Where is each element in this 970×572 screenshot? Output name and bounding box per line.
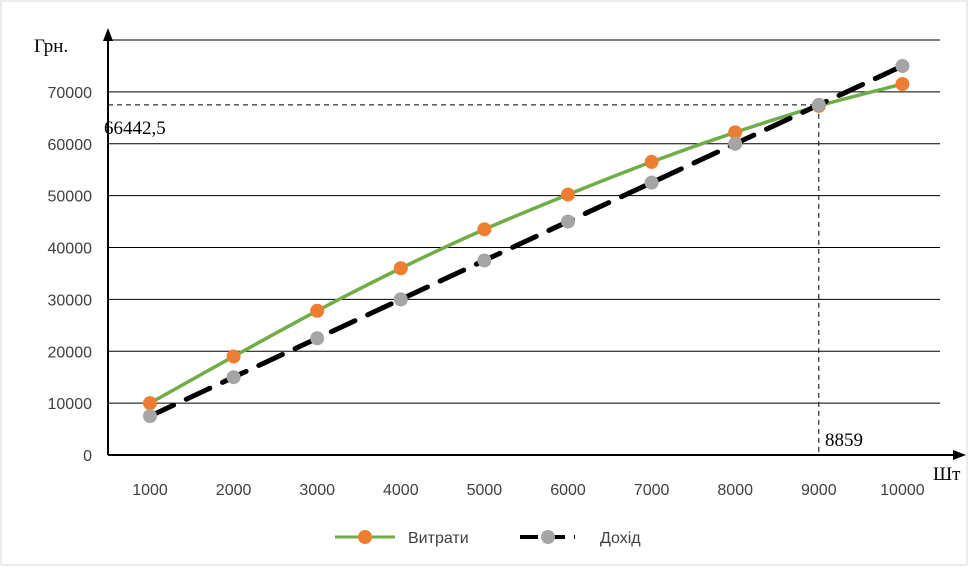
x-tick-label: 1000 bbox=[132, 482, 168, 499]
axes bbox=[103, 28, 966, 460]
x-tick-label: 7000 bbox=[634, 482, 670, 499]
x-tick-label: 4000 bbox=[383, 482, 419, 499]
legend-item-vytraty: Витрати bbox=[335, 530, 469, 547]
y-tick-label: 60000 bbox=[48, 137, 93, 154]
y-tick-label: 30000 bbox=[48, 292, 93, 309]
series-1-point bbox=[561, 214, 575, 229]
legend: Витрати Дохід bbox=[335, 530, 641, 547]
series-1-point bbox=[393, 292, 408, 307]
series-0-point bbox=[895, 77, 910, 92]
series-0-point bbox=[143, 396, 157, 411]
x-tick-label: 10000 bbox=[880, 482, 925, 499]
y-tick-label: 50000 bbox=[48, 189, 93, 206]
series-1-point bbox=[728, 136, 743, 151]
series-1-point bbox=[143, 409, 157, 424]
series-1-point bbox=[644, 175, 659, 190]
series-0-point bbox=[226, 349, 241, 364]
y-axis-arrow bbox=[103, 28, 113, 41]
x-axis-title: Шт bbox=[933, 464, 961, 485]
legend-item-dokhid: Дохід bbox=[520, 530, 641, 547]
y-tick-label: 40000 bbox=[48, 241, 93, 258]
legend-swatch-marker bbox=[358, 530, 372, 544]
x-tick-label: 9000 bbox=[801, 482, 837, 499]
series-1-point bbox=[477, 253, 492, 268]
legend-label: Витрати bbox=[408, 530, 469, 547]
x-value-annotation: 8859 bbox=[825, 430, 863, 451]
x-tick-label: 6000 bbox=[550, 482, 586, 499]
series-0-point bbox=[393, 261, 408, 276]
y-tick-label: 20000 bbox=[48, 344, 93, 361]
x-tick-label: 5000 bbox=[467, 482, 503, 499]
x-tick-label: 8000 bbox=[717, 482, 753, 499]
y-value-annotation: 66442,5 bbox=[104, 118, 166, 139]
y-tick-label: 70000 bbox=[48, 85, 93, 102]
y-tick-label: 10000 bbox=[48, 396, 93, 413]
legend-label: Дохід bbox=[600, 530, 641, 547]
series-1-point bbox=[811, 97, 826, 112]
series-0-point bbox=[728, 125, 743, 140]
y-tick-label: 0 bbox=[83, 448, 92, 465]
series-0-point bbox=[561, 187, 575, 202]
gridlines bbox=[108, 39, 940, 404]
series-layer bbox=[143, 58, 910, 424]
series-0-point bbox=[310, 303, 325, 318]
series-line-0 bbox=[148, 82, 905, 405]
x-axis-arrow bbox=[953, 450, 966, 460]
series-line-1 bbox=[147, 63, 905, 419]
x-tick-label: 2000 bbox=[216, 482, 252, 499]
x-tick-label: 3000 bbox=[299, 482, 335, 499]
legend-swatch-marker bbox=[541, 530, 555, 544]
tick-labels: 0 10000 20000 30000 40000 50000 60000 70000 1000… bbox=[48, 85, 925, 499]
series-1-point bbox=[310, 331, 325, 346]
series-1-point bbox=[895, 58, 910, 73]
series-0-point bbox=[644, 154, 659, 169]
series-1-point bbox=[226, 370, 241, 385]
y-axis-title: Грн. bbox=[34, 36, 68, 57]
reference-guides bbox=[108, 104, 820, 455]
series-0-point bbox=[477, 222, 492, 237]
